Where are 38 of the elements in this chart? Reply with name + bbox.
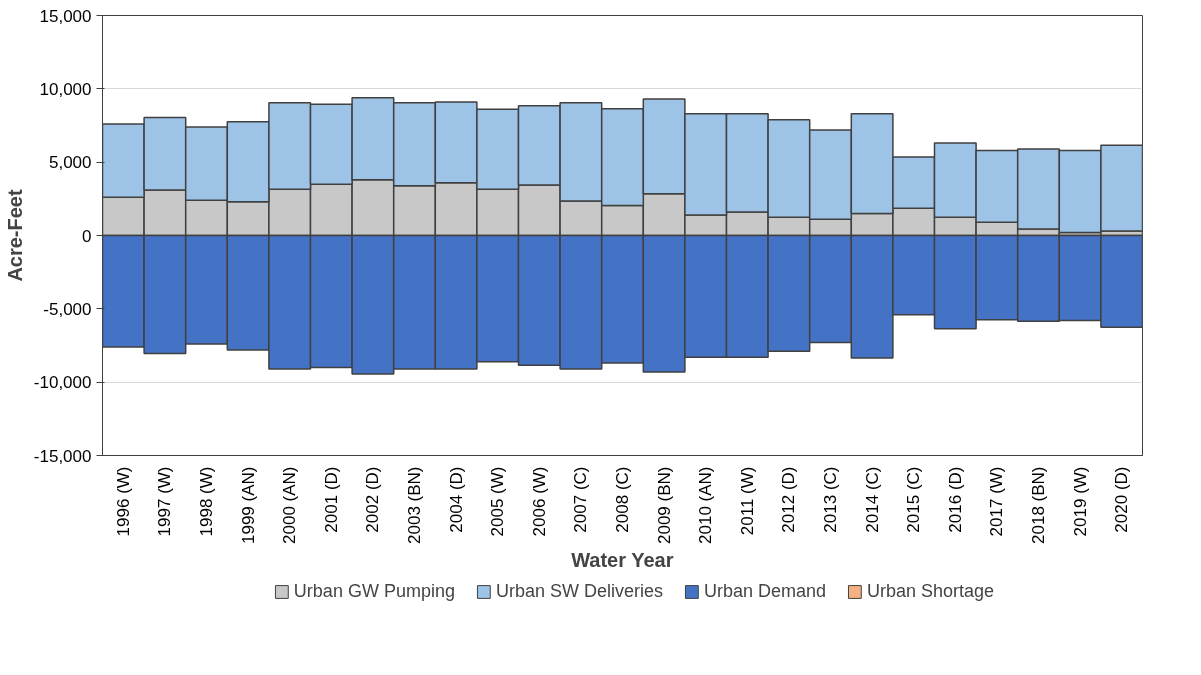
y-tick-label: -10,000 [33, 373, 92, 393]
x-tick-label: 1996 (W) [113, 466, 133, 537]
x-tick-label: 2002 (D) [363, 466, 383, 533]
x-tick-label: 2001 (D) [321, 466, 341, 533]
legend-label: Urban SW Deliveries [495, 580, 663, 602]
x-tick-label: 2018 (BN) [1029, 466, 1048, 544]
legend-label: Urban Demand [703, 580, 827, 602]
y-tick-label: -5,000 [43, 299, 92, 319]
x-tick-label: 2004 (D) [446, 466, 466, 533]
x-tick-label: 2007 (C) [571, 466, 591, 533]
y-tick-label: 5,000 [48, 153, 92, 173]
x-tick-label: 2014 (C) [862, 466, 882, 533]
y-tick-label: 15,000 [39, 6, 92, 26]
x-tick-label: 2003 (BN) [405, 466, 424, 544]
x-tick-label: 2006 (W) [529, 466, 549, 537]
x-tick-label: 2000 (AN) [280, 466, 300, 544]
y-tick-label: 10,000 [39, 79, 92, 99]
y-tick-label: 0 [82, 226, 92, 246]
x-tick-label: 1999 (AN) [238, 466, 258, 544]
x-tick-label: 2016 (D) [945, 466, 965, 533]
x-tick-label: 2012 (D) [779, 466, 799, 533]
y-axis-title: Acre-Feet [3, 189, 26, 282]
x-tick-label: 2005 (W) [488, 466, 508, 537]
x-axis-title: Water Year [571, 548, 674, 571]
x-tick-label: 2015 (C) [904, 466, 924, 533]
x-tick-label: 2020 (D) [1112, 466, 1132, 533]
x-tick-label: 2008 (C) [613, 466, 632, 533]
x-tick-label: 2009 (BN) [654, 466, 674, 544]
x-tick-label: 2010 (AN) [696, 466, 716, 544]
legend-label: Urban Shortage [867, 580, 995, 602]
x-tick-label: 2017 (W) [987, 466, 1007, 537]
x-tick-label: 2013 (C) [821, 466, 840, 533]
x-tick-label: 1997 (W) [155, 466, 175, 537]
x-tick-label: 2019 (W) [1070, 466, 1090, 537]
x-tick-label: 2011 (W) [737, 466, 757, 536]
legend-label: Urban GW Pumping [293, 580, 455, 602]
x-tick-label: 1998 (W) [197, 466, 216, 537]
y-tick-label: -15,000 [33, 446, 92, 466]
